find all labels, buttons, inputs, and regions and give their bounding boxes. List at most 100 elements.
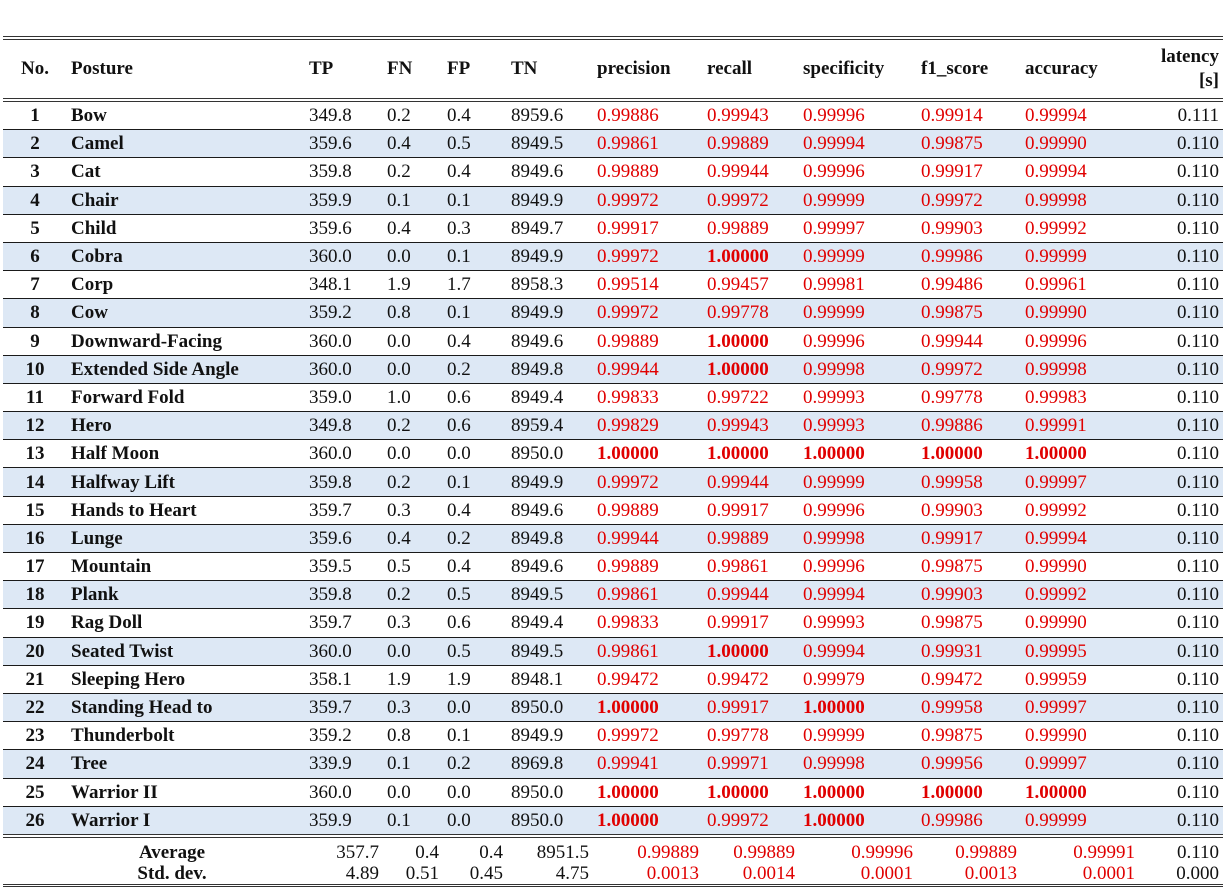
cell-precision: 0.99917 (593, 214, 703, 243)
cell-specificity: 0.99996 (799, 552, 917, 582)
cell-precision: 0.99972 (593, 242, 703, 272)
col-header-latency: latency [s] (1139, 36, 1223, 102)
cell-fn: 0.2 (383, 580, 443, 610)
posture-name: Lunge (67, 524, 305, 554)
average-fp: 0.4 (479, 841, 503, 863)
table-row: 5 Child 359.6 0.4 0.3 8949.7 0.99917 0.99889 0.9… (3, 214, 1223, 243)
cell-tn: 8949.4 (507, 383, 593, 413)
stddev-tp: 4.89 (345, 862, 379, 884)
table-row: 1 Bow 349.8 0.2 0.4 8959.6 0.99886 0.99943 0.999… (3, 99, 1223, 131)
cell-latency: 0.110 (1139, 693, 1223, 723)
summary-f1: 0.99889 0.0013 (917, 835, 1021, 887)
cell-fp: 0.5 (443, 580, 507, 610)
col-header-posture: Posture (67, 36, 305, 102)
row-number: 25 (3, 778, 67, 807)
cell-recall: 0.99722 (703, 383, 799, 413)
latency-header-line2: [s] (1198, 70, 1219, 91)
cell-f1: 0.99917 (917, 157, 1021, 187)
posture-name: Forward Fold (67, 383, 305, 413)
cell-fn: 0.8 (383, 721, 443, 751)
cell-recall: 1.00000 (703, 355, 799, 384)
col-header-precision: precision (593, 36, 703, 102)
cell-f1: 0.99972 (917, 186, 1021, 215)
cell-fn: 0.2 (383, 467, 443, 497)
cell-accuracy: 0.99994 (1021, 99, 1139, 131)
cell-tp: 359.9 (305, 186, 383, 215)
cell-f1: 0.99903 (917, 580, 1021, 610)
col-header-recall: recall (703, 36, 799, 102)
stddev-tn: 4.75 (555, 862, 589, 884)
cell-fn: 1.9 (383, 665, 443, 694)
cell-tn: 8949.5 (507, 637, 593, 666)
cell-latency: 0.110 (1139, 778, 1223, 807)
cell-specificity: 0.99996 (799, 99, 917, 131)
cell-f1: 0.99875 (917, 608, 1021, 638)
cell-specificity: 0.99996 (799, 157, 917, 187)
cell-recall: 0.99972 (703, 186, 799, 215)
cell-specificity: 0.99999 (799, 242, 917, 272)
cell-fp: 0.6 (443, 383, 507, 413)
cell-latency: 0.110 (1139, 270, 1223, 300)
cell-tn: 8949.9 (507, 467, 593, 497)
cell-specificity: 1.00000 (799, 806, 917, 838)
cell-recall: 0.99971 (703, 749, 799, 779)
posture-name: Camel (67, 129, 305, 159)
cell-fn: 0.1 (383, 806, 443, 838)
cell-f1: 0.99486 (917, 270, 1021, 300)
cell-precision: 0.99861 (593, 129, 703, 159)
summary-specificity: 0.99996 0.0001 (799, 835, 917, 887)
col-header-fn: FN (383, 36, 443, 102)
cell-specificity: 0.99999 (799, 298, 917, 328)
cell-recall: 0.99972 (703, 806, 799, 838)
cell-latency: 0.110 (1139, 355, 1223, 384)
cell-tp: 359.5 (305, 552, 383, 582)
summary-precision: 0.99889 0.0013 (593, 835, 703, 887)
cell-tp: 359.6 (305, 214, 383, 243)
row-number: 10 (3, 355, 67, 384)
cell-fp: 0.4 (443, 157, 507, 187)
cell-latency: 0.110 (1139, 721, 1223, 751)
cell-accuracy: 0.99959 (1021, 665, 1139, 694)
cell-f1: 0.99778 (917, 383, 1021, 413)
cell-recall: 0.99944 (703, 580, 799, 610)
cell-specificity: 0.99993 (799, 383, 917, 413)
table-row: 8 Cow 359.2 0.8 0.1 8949.9 0.99972 0.99778 0.999… (3, 298, 1223, 328)
table-row: 9 Downward-Facing 360.0 0.0 0.4 8949.6 0.99889… (3, 327, 1223, 356)
average-f1: 0.99889 (955, 841, 1017, 863)
cell-accuracy: 0.99997 (1021, 467, 1139, 497)
cell-tp: 359.9 (305, 806, 383, 838)
cell-fp: 0.6 (443, 411, 507, 441)
table-row: 20 Seated Twist 360.0 0.0 0.5 8949.5 0.99861 1.… (3, 637, 1223, 666)
col-header-f1-score: f1_score (917, 36, 1021, 102)
cell-accuracy: 0.99992 (1021, 214, 1139, 243)
table-row: 3 Cat 359.8 0.2 0.4 8949.6 0.99889 0.99944 0.999… (3, 157, 1223, 187)
stddev-label: Std. dev. (137, 862, 207, 884)
cell-latency: 0.110 (1139, 214, 1223, 243)
cell-fn: 0.2 (383, 411, 443, 441)
cell-specificity: 0.99999 (799, 721, 917, 751)
cell-accuracy: 0.99990 (1021, 608, 1139, 638)
table-body: 1 Bow 349.8 0.2 0.4 8959.6 0.99886 0.99943 0.999… (3, 99, 1223, 838)
row-number: 15 (3, 496, 67, 525)
average-tn: 8951.5 (536, 841, 589, 863)
cell-recall: 0.99472 (703, 665, 799, 694)
col-header-accuracy: accuracy (1021, 36, 1139, 102)
cell-precision: 0.99886 (593, 99, 703, 131)
cell-accuracy: 0.99998 (1021, 355, 1139, 384)
cell-fp: 0.0 (443, 778, 507, 807)
cell-latency: 0.110 (1139, 806, 1223, 838)
cell-latency: 0.111 (1139, 99, 1223, 131)
posture-name: Downward-Facing (67, 327, 305, 356)
row-number: 19 (3, 608, 67, 638)
summary-row: Average Std. dev. 357.7 4.89 0.4 0.51 0.4 0… (3, 835, 1223, 887)
table-row: 15 Hands to Heart 359.7 0.3 0.4 8949.6 0.99889… (3, 496, 1223, 525)
cell-f1: 1.00000 (917, 439, 1021, 469)
cell-f1: 0.99917 (917, 524, 1021, 554)
cell-latency: 0.110 (1139, 749, 1223, 779)
table-row: 6 Cobra 360.0 0.0 0.1 8949.9 0.99972 1.00000 0.9… (3, 242, 1223, 272)
cell-recall: 1.00000 (703, 637, 799, 666)
posture-name: Cat (67, 157, 305, 187)
cell-fn: 0.1 (383, 749, 443, 779)
latency-header-line1: latency (1160, 46, 1219, 67)
cell-recall: 0.99778 (703, 721, 799, 751)
